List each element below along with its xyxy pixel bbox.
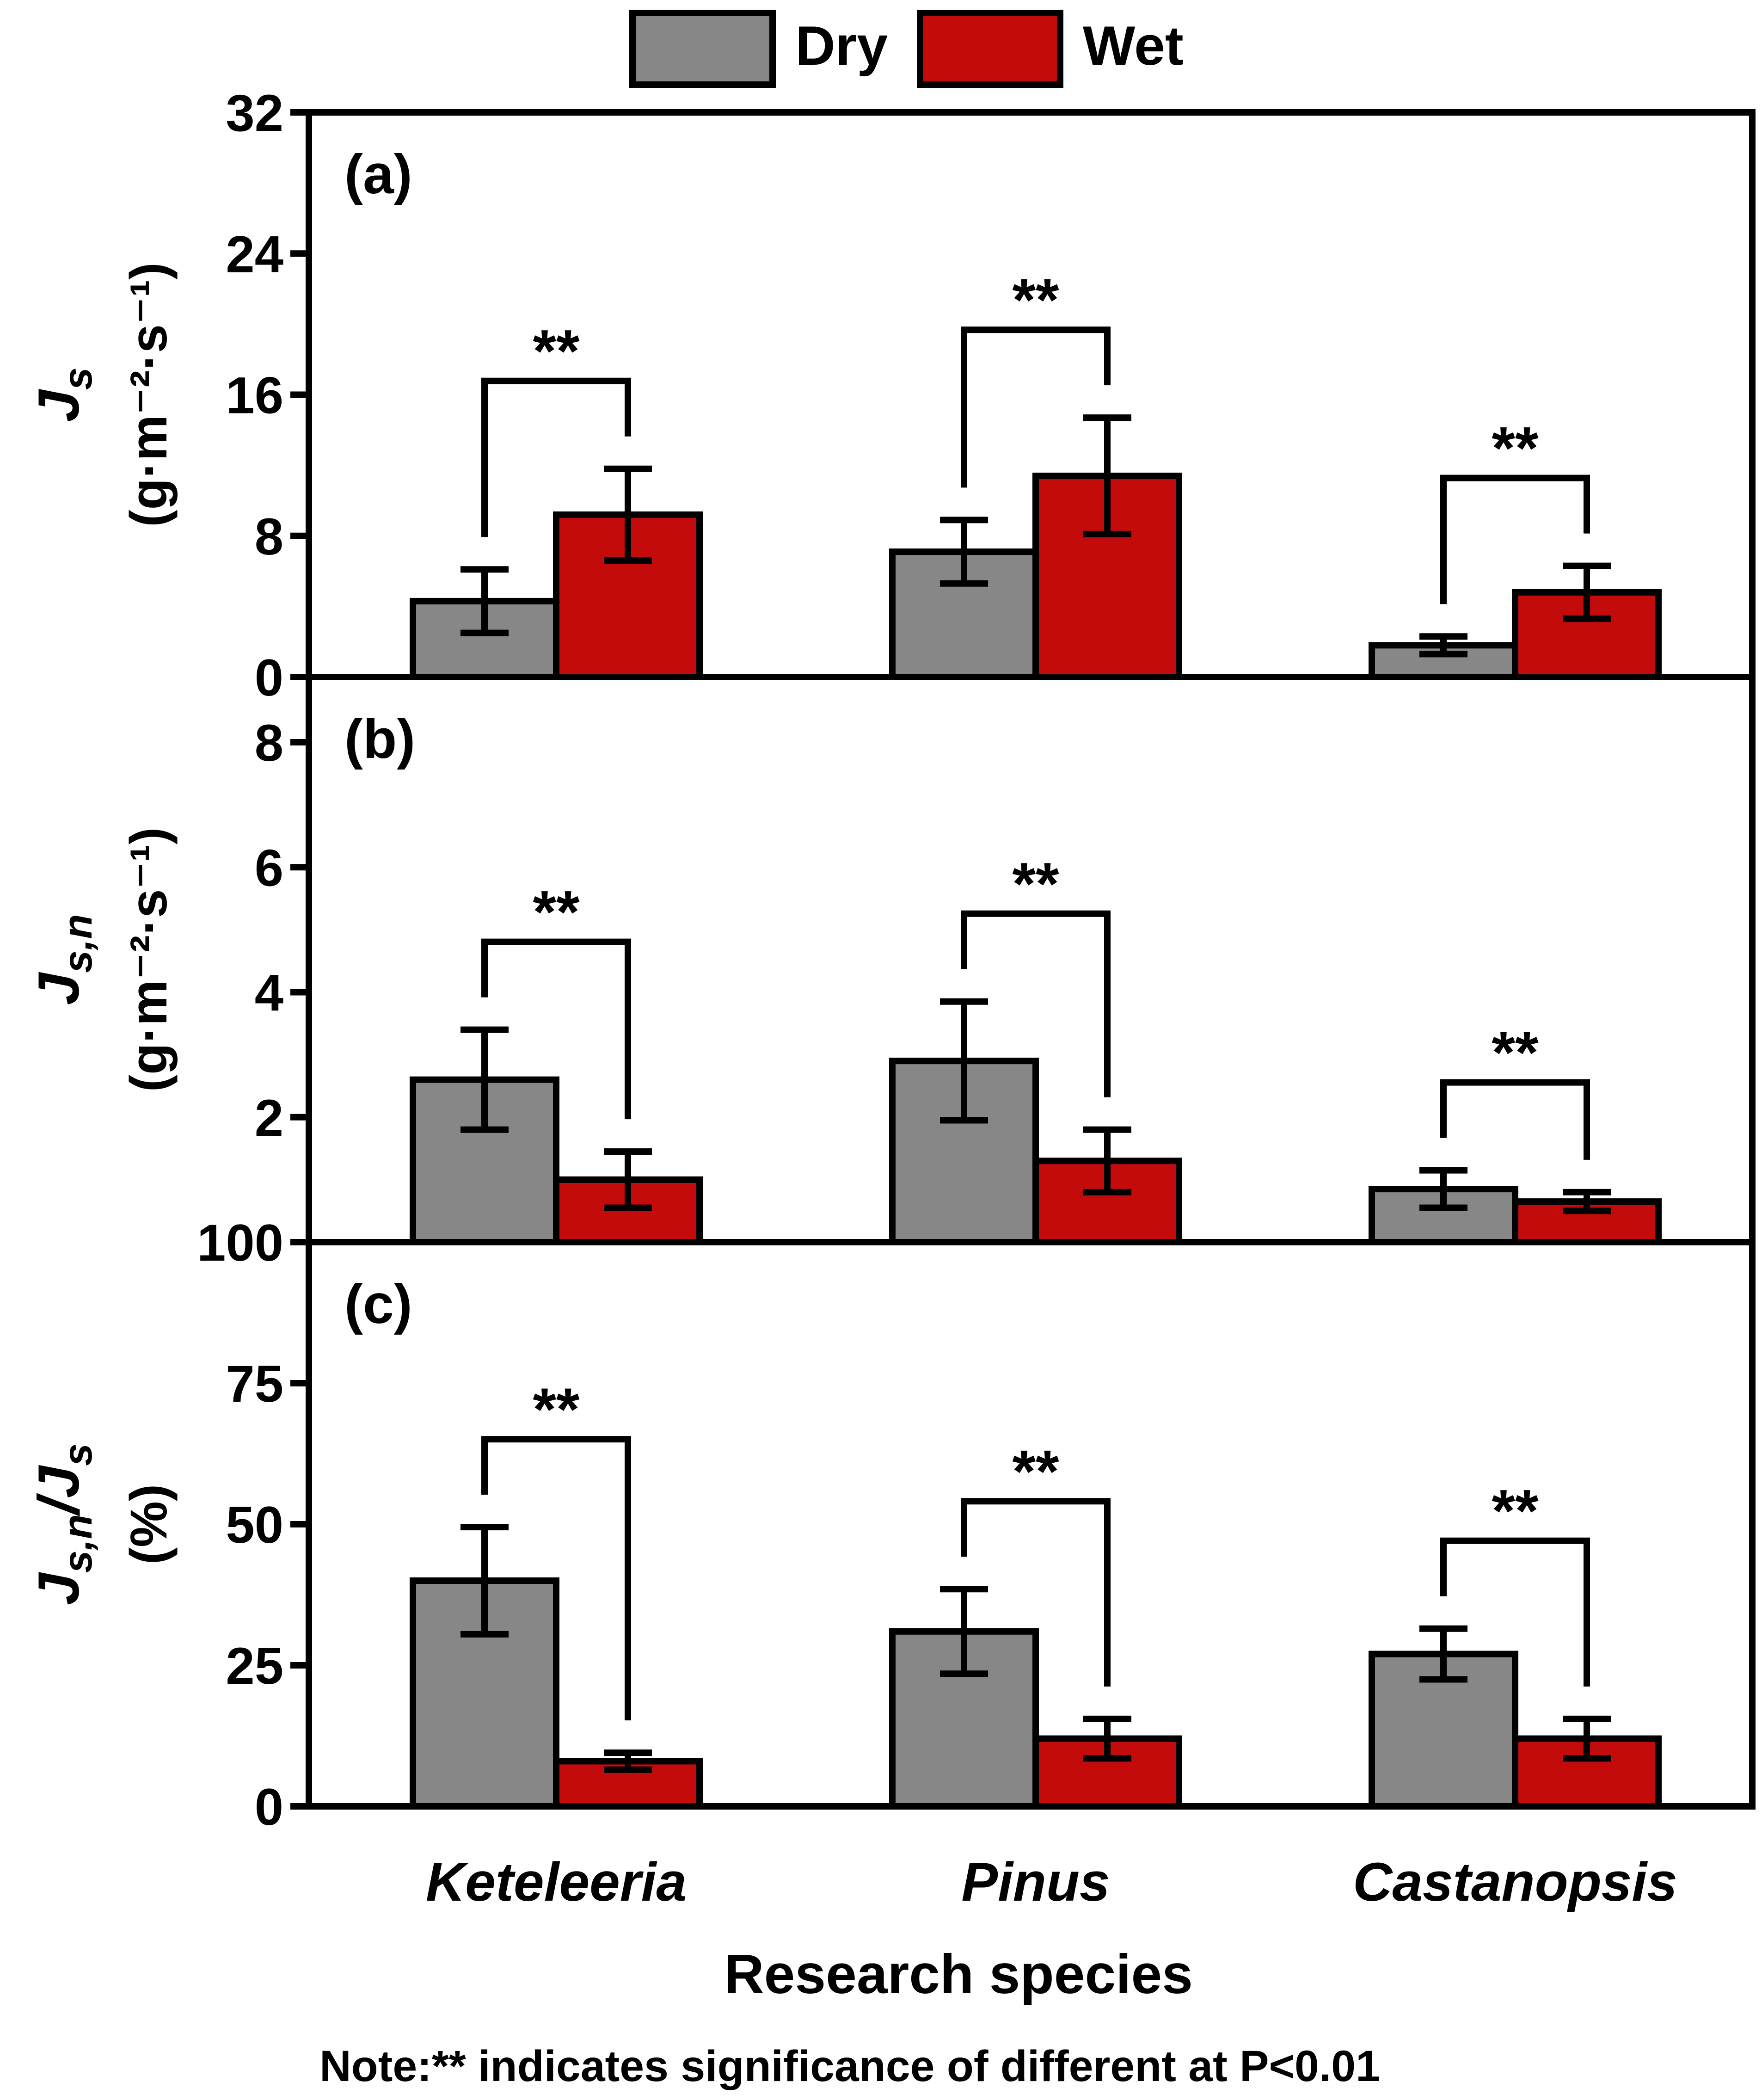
significance-mark: ** xyxy=(533,317,580,385)
panel--c-: 0 25 50 75 100 (c) Js,n/Js (%) ** ** ** xyxy=(27,1214,1756,1836)
y-tick-label: 50 xyxy=(226,1496,283,1554)
significance-mark: ** xyxy=(533,1375,580,1443)
y-tick-label: 0 xyxy=(255,1778,283,1836)
significance-mark: ** xyxy=(1012,266,1059,333)
y-tick-label: 8 xyxy=(255,714,283,772)
significance-mark: ** xyxy=(1492,1019,1539,1086)
legend-swatch-dry xyxy=(629,10,776,88)
panel-label: (b) xyxy=(344,708,415,770)
significance-bracket xyxy=(1440,1079,1590,1160)
legend-swatch-wet xyxy=(917,10,1063,88)
significance-bracket xyxy=(481,1436,631,1721)
y-axis-label: Js,n (g·m⁻²·s⁻¹) xyxy=(27,827,178,1092)
panel--b-: 2 4 6 8 (b) Js,n (g·m⁻²·s⁻¹) ** ** ** xyxy=(27,674,1756,1246)
legend-label-wet: Wet xyxy=(1083,15,1184,77)
y-tick-label: 100 xyxy=(197,1214,283,1272)
x-tick-labels: Keteleeria Pinus Castanopsis xyxy=(426,1852,1677,1913)
y-tick-label: 6 xyxy=(255,839,283,897)
significance-mark: ** xyxy=(1012,850,1059,918)
y-axis-label-symbol: Js xyxy=(27,367,100,422)
panel-label: (c) xyxy=(344,1273,412,1335)
y-tick-label: 2 xyxy=(255,1089,283,1147)
category-label-castanopsis: Castanopsis xyxy=(1353,1852,1677,1913)
y-tick-label: 0 xyxy=(255,649,283,707)
y-tick-label: 25 xyxy=(226,1637,283,1695)
y-axis-label-symbol: Js,n xyxy=(27,914,100,1005)
figure-note: Note:** indicates significance of differ… xyxy=(319,2042,1380,2091)
y-tick-label: 4 xyxy=(255,964,283,1022)
y-tick-label: 75 xyxy=(226,1355,283,1413)
y-axis-label: Js (g·m⁻²·s⁻¹) xyxy=(27,262,178,527)
y-axis-label-unit: (g·m⁻²·s⁻¹) xyxy=(120,262,178,527)
significance-mark: ** xyxy=(1012,1437,1059,1505)
significance-bracket xyxy=(961,326,1111,488)
category-label-keteleeria: Keteleeria xyxy=(426,1852,687,1913)
significance-bracket xyxy=(1440,474,1590,604)
x-axis-label: Research species xyxy=(724,1943,1193,2005)
significance-mark: ** xyxy=(1492,414,1539,482)
significance-bracket xyxy=(961,910,1111,1097)
y-axis-label-unit: (g·m⁻²·s⁻¹) xyxy=(120,827,178,1092)
panel-label: (a) xyxy=(344,143,412,205)
y-tick-label: 16 xyxy=(226,367,283,425)
significance-bracket xyxy=(961,1498,1111,1687)
significance-mark: ** xyxy=(533,878,580,946)
legend-label-dry: Dry xyxy=(795,15,888,77)
panel--a-: 0 8 16 24 32 (a) Js (g·m⁻²·s⁻¹) ** ** ** xyxy=(27,84,1756,707)
y-tick-label: 8 xyxy=(255,508,283,566)
significance-mark: ** xyxy=(1492,1477,1539,1545)
significance-bracket xyxy=(481,938,631,1120)
y-axis-label-symbol: Js,n/Js xyxy=(27,1443,100,1605)
category-label-pinus: Pinus xyxy=(961,1852,1110,1913)
y-axis-label: Js,n/Js (%) xyxy=(27,1443,178,1605)
y-tick-label: 32 xyxy=(226,84,283,142)
significance-bracket xyxy=(481,377,631,537)
significance-bracket xyxy=(1440,1537,1590,1687)
y-axis-label-unit: (%) xyxy=(120,1484,178,1564)
y-tick-label: 24 xyxy=(226,225,283,283)
legend: Dry Wet xyxy=(629,10,1184,88)
